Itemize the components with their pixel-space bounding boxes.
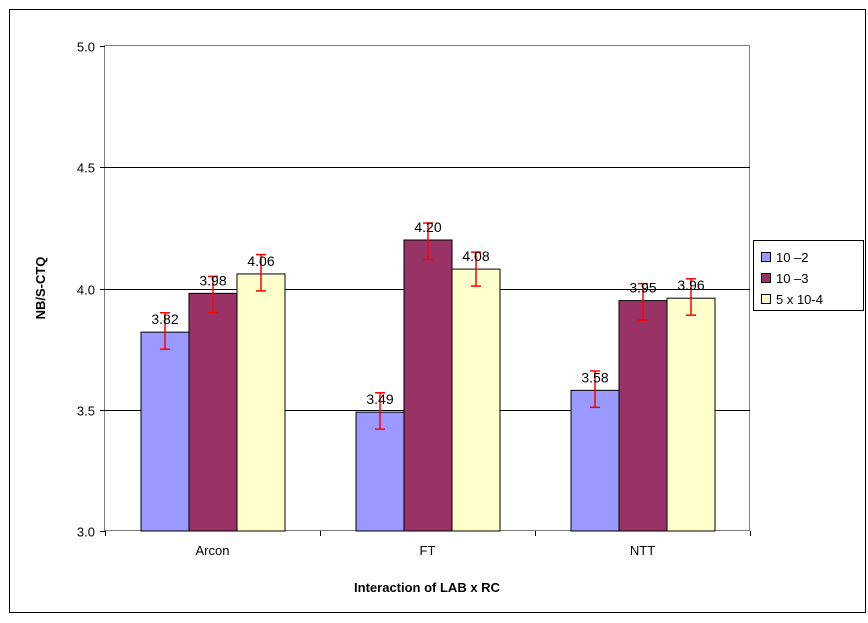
- bar: [188, 292, 238, 532]
- legend: 10 –2 10 –3 5 x 10-4: [753, 240, 864, 311]
- bar: [140, 331, 190, 532]
- x-tick-layer: Arcon FT NTT: [105, 531, 751, 558]
- bar: [451, 268, 501, 532]
- data-label: 4.08: [462, 248, 489, 264]
- legend-label: 10 –2: [776, 250, 809, 265]
- data-label: 3.82: [151, 311, 178, 327]
- y-tick-layer: 3.0 3.5 4.0 4.5 5.0: [77, 40, 105, 540]
- x-tick-label: NTT: [630, 543, 655, 558]
- x-tick-label: FT: [420, 543, 436, 558]
- data-label: 3.95: [629, 280, 656, 296]
- data-label: 4.06: [247, 253, 274, 269]
- data-label: 3.98: [199, 272, 226, 288]
- y-axis-title: NB/S-CTQ: [33, 257, 48, 320]
- bar: [355, 411, 405, 532]
- data-label-layer: 3.82 3.98 4.06 3.49 4.20 4.08 3.58 3.95 3.96: [151, 219, 704, 407]
- error-bar-layer: [160, 222, 696, 430]
- data-label: 3.96: [677, 277, 704, 293]
- x-tick-label: Arcon: [196, 543, 230, 558]
- y-tick-label: 4.5: [77, 161, 95, 176]
- data-label: 4.20: [414, 219, 441, 235]
- bar: [236, 273, 286, 532]
- legend-label: 10 –3: [776, 271, 809, 286]
- y-tick-label: 3.0: [77, 525, 95, 540]
- data-label: 3.58: [581, 369, 608, 385]
- legend-label: 5 x 10-4: [776, 292, 823, 307]
- x-axis-title: Interaction of LAB x RC: [354, 580, 501, 595]
- bar: [666, 297, 716, 532]
- legend-box: [753, 240, 864, 311]
- bar: [403, 239, 453, 532]
- y-tick-label: 5.0: [77, 40, 95, 55]
- legend-swatch: [761, 252, 771, 262]
- data-label: 3.49: [366, 391, 393, 407]
- bar-layer: [140, 239, 716, 532]
- y-tick-label: 3.5: [77, 404, 95, 419]
- legend-swatch: [761, 294, 771, 304]
- bar: [618, 300, 668, 532]
- legend-swatch: [761, 273, 771, 283]
- bar: [570, 389, 620, 532]
- y-tick-label: 4.0: [77, 283, 95, 298]
